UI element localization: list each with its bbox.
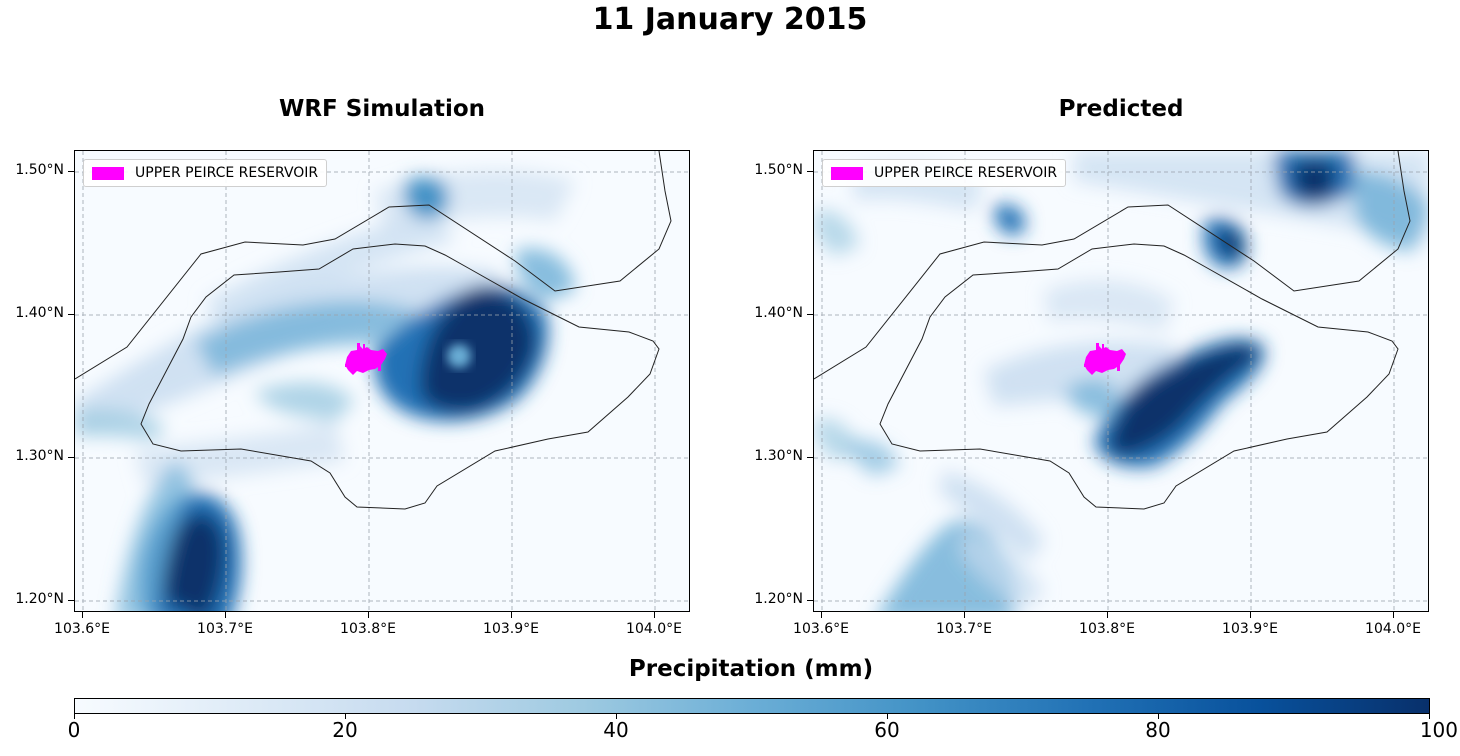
colorbar-tick-mark: [887, 714, 888, 719]
wrf-lon-tick-mark: [511, 612, 512, 618]
colorbar-tick-mark: [1429, 714, 1430, 719]
wrf-lon-tick-mark: [82, 612, 83, 618]
wrf-lon-tick: 103.9°E: [483, 621, 539, 637]
predicted-lat-tick: 1.40°N: [754, 305, 803, 321]
reservoir-legend-swatch: [92, 166, 124, 180]
predicted-lat-tick-mark: [807, 457, 813, 458]
wrf-lat-tick: 1.30°N: [15, 448, 64, 464]
wrf-lat-tick-mark: [68, 171, 74, 172]
predicted-lon-tick: 103.9°E: [1222, 621, 1278, 637]
predicted-map[interactable]: UPPER PEIRCE RESERVOIR: [813, 150, 1429, 612]
wrf-lon-tick-mark: [654, 612, 655, 618]
colorbar-tick-label: 20: [332, 718, 358, 742]
wrf-map[interactable]: UPPER PEIRCE RESERVOIR: [74, 150, 690, 612]
predicted-precip-field: [814, 151, 1428, 611]
wrf-precip-field: [75, 151, 689, 611]
predicted-lon-tick: 103.7°E: [936, 621, 992, 637]
panel-title-wrf: WRF Simulation: [278, 96, 486, 122]
predicted-lon-tick-mark: [964, 612, 965, 618]
wrf-legend: UPPER PEIRCE RESERVOIR: [83, 159, 328, 187]
predicted-legend: UPPER PEIRCE RESERVOIR: [822, 159, 1067, 187]
predicted-lat-tick: 1.30°N: [754, 448, 803, 464]
colorbar-tick-mark: [74, 714, 75, 719]
predicted-lon-tick-mark: [1393, 612, 1394, 618]
wrf-lat-tick: 1.40°N: [15, 305, 64, 321]
predicted-lat-tick: 1.50°N: [754, 162, 803, 178]
predicted-lon-tick: 104.0°E: [1365, 621, 1421, 637]
colorbar-tick-label: 40: [603, 718, 629, 742]
colorbar-tick-label: 60: [874, 718, 900, 742]
precipitation-colorbar: [74, 698, 1430, 714]
wrf-lon-tick: 103.8°E: [340, 621, 396, 637]
colorbar-tick-label: 0: [67, 718, 81, 742]
predicted-lat-tick-mark: [807, 314, 813, 315]
colorbar-label: Precipitation (mm): [628, 656, 874, 682]
wrf-lon-tick: 104.0°E: [626, 621, 682, 637]
predicted-lon-tick: 103.8°E: [1079, 621, 1135, 637]
wrf-lat-tick-mark: [68, 600, 74, 601]
colorbar-tick-mark: [345, 714, 346, 719]
panel-title-predicted: Predicted: [1058, 96, 1184, 122]
reservoir-shape: [345, 343, 387, 375]
colorbar-tick-label: 100: [1419, 718, 1458, 742]
wrf-lat-tick: 1.50°N: [15, 162, 64, 178]
predicted-lat-tick: 1.20°N: [754, 591, 803, 607]
wrf-lon-tick-mark: [225, 612, 226, 618]
predicted-lon-tick: 103.6°E: [793, 621, 849, 637]
reservoir-shape: [1084, 343, 1126, 375]
wrf-legend-label: UPPER PEIRCE RESERVOIR: [135, 165, 319, 181]
predicted-lon-tick-mark: [821, 612, 822, 618]
reservoir-legend-swatch: [831, 166, 863, 180]
predicted-lon-tick-mark: [1250, 612, 1251, 618]
figure-title: 11 January 2015: [592, 2, 868, 37]
predicted-lat-tick-mark: [807, 600, 813, 601]
wrf-lon-tick-mark: [368, 612, 369, 618]
colorbar-tick-mark: [616, 714, 617, 719]
predicted-lat-tick-mark: [807, 171, 813, 172]
wrf-lon-tick: 103.7°E: [197, 621, 253, 637]
colorbar-tick-label: 80: [1145, 718, 1171, 742]
wrf-lat-tick: 1.20°N: [15, 591, 64, 607]
colorbar-tick-mark: [1158, 714, 1159, 719]
wrf-lat-tick-mark: [68, 457, 74, 458]
wrf-lon-tick: 103.6°E: [54, 621, 110, 637]
predicted-lon-tick-mark: [1107, 612, 1108, 618]
predicted-legend-label: UPPER PEIRCE RESERVOIR: [874, 165, 1058, 181]
wrf-lat-tick-mark: [68, 314, 74, 315]
